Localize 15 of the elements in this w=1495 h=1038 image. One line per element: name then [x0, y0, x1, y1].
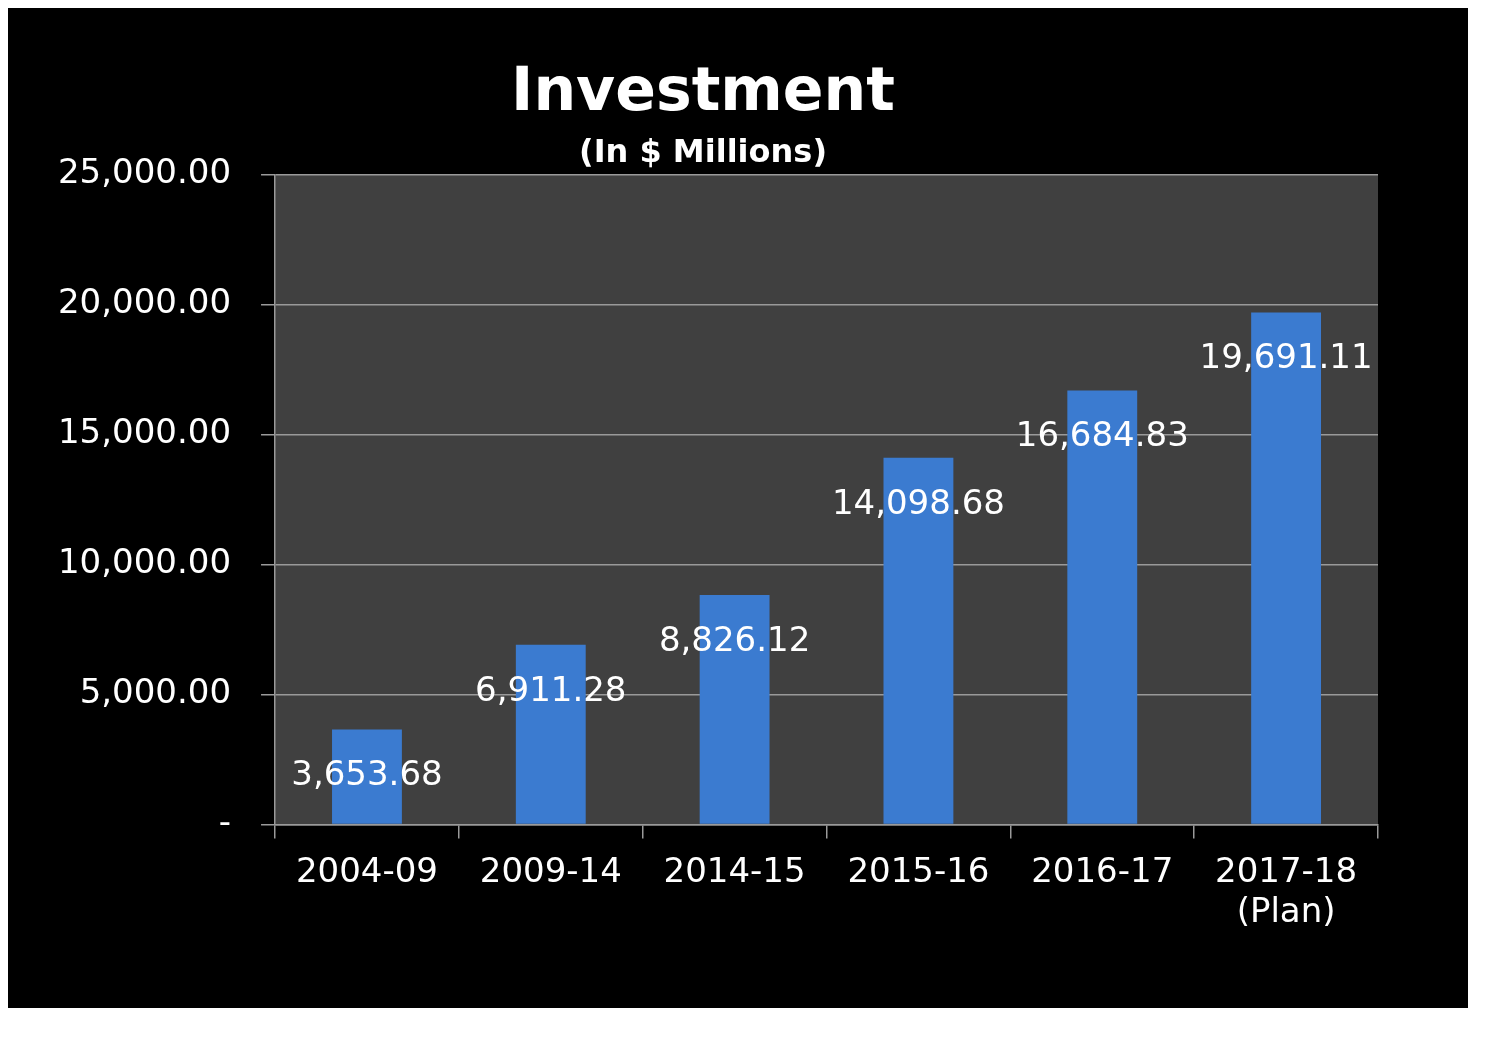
x-tick-label: 2009-14: [479, 849, 622, 890]
data-label: 6,911.28: [475, 668, 627, 709]
y-tick-label: 15,000.00: [57, 411, 232, 452]
chart-title: Investment: [511, 53, 895, 124]
y-tick-label: 25,000.00: [57, 151, 232, 192]
x-tick-label: 2016-17: [1031, 849, 1174, 890]
x-tick-label: 2017-18 (Plan): [1215, 849, 1358, 931]
chart-subtitle: (In $ Millions): [578, 131, 828, 170]
y-tick-label: 20,000.00: [57, 281, 232, 322]
x-tick-label: 2004-09: [295, 849, 438, 890]
x-tick-label: 2014-15: [663, 849, 806, 890]
x-tick-label: 2015-16: [847, 849, 990, 890]
y-tick-label: 5,000.00: [79, 671, 232, 712]
y-tick-label: -: [218, 801, 232, 842]
y-tick-label: 10,000.00: [57, 541, 232, 582]
